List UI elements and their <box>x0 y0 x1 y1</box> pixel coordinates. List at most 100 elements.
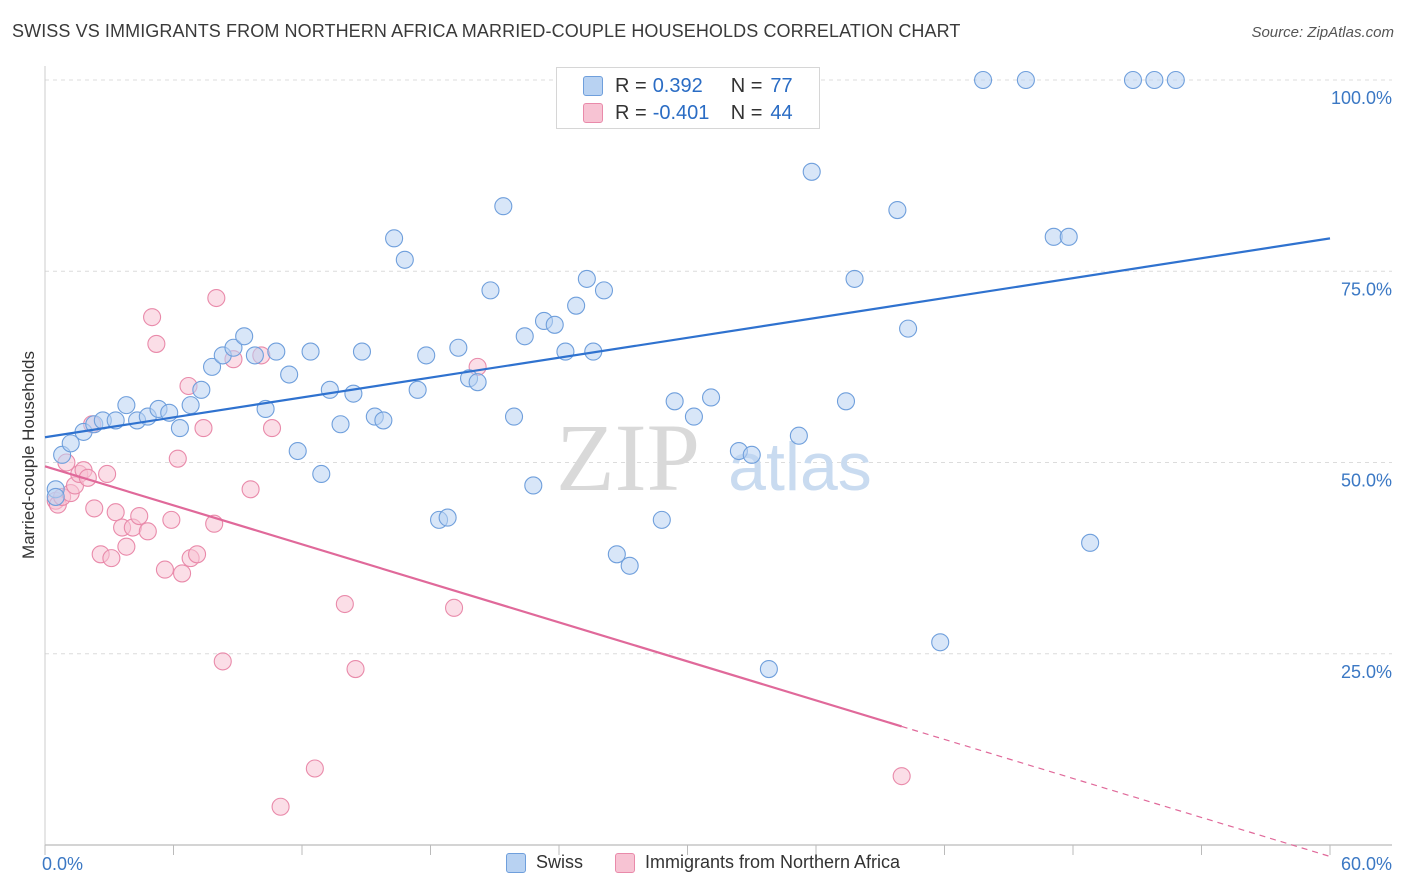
swiss-point <box>267 342 286 361</box>
swiss-swatch <box>505 852 526 873</box>
swiss-point <box>312 464 331 484</box>
tick-labels: 25.0% 50.0% 75.0% 100.0% 0.0% 60.0% <box>42 88 1392 874</box>
axes <box>44 66 1392 855</box>
swiss-point <box>845 269 864 288</box>
y-tick-label: 75.0% <box>1341 279 1392 299</box>
swiss-point <box>203 357 222 376</box>
africa-point <box>155 560 174 579</box>
legend-item-label: Immigrants from Northern Africa <box>644 852 901 872</box>
y-tick-label: 50.0% <box>1341 471 1392 491</box>
legend-n-value: 44 <box>770 101 793 124</box>
swiss-point <box>468 373 487 392</box>
africa-point <box>271 797 290 816</box>
watermark: ZIP atlas <box>556 404 872 511</box>
africa-point <box>335 594 354 614</box>
x-tick-label: 0.0% <box>42 854 83 874</box>
gridlines <box>45 79 1392 655</box>
swiss-point <box>320 380 339 399</box>
africa-swatch <box>583 103 603 123</box>
correlation-legend: R = 0.392 N = 77 R = -0.401 N = 44 <box>556 67 820 129</box>
swiss-point <box>192 380 211 399</box>
africa-point <box>102 549 121 568</box>
swiss-point <box>352 342 372 361</box>
legend-n-label: N = <box>730 74 763 97</box>
legend-r-value: -0.401 <box>652 101 710 124</box>
swiss-point <box>1081 533 1100 552</box>
series-legend: Swiss Immigrants from Northern Africa <box>0 852 1406 873</box>
africa-point <box>143 308 162 327</box>
legend-item-africa[interactable]: Immigrants from Northern Africa <box>614 852 901 873</box>
legend-row-swiss: R = 0.392 N = 77 <box>583 74 793 98</box>
swiss-point <box>888 201 907 220</box>
swiss-point <box>181 396 200 415</box>
swiss-point <box>224 338 243 357</box>
swiss-point <box>899 319 918 338</box>
swiss-point <box>607 545 626 564</box>
swiss-point <box>577 269 596 288</box>
africa-point <box>194 419 213 438</box>
africa-point <box>305 759 324 778</box>
swiss-point <box>301 342 320 361</box>
swiss-point <box>665 392 684 411</box>
africa-point <box>168 449 187 468</box>
swiss-point <box>385 229 404 248</box>
africa-point <box>213 652 232 671</box>
swiss-point <box>524 476 543 495</box>
swiss-point <box>46 487 65 506</box>
y-tick-label: 25.0% <box>1341 662 1392 682</box>
swiss-point <box>235 327 254 346</box>
legend-n-label: N = <box>730 101 763 124</box>
africa-point <box>162 510 181 529</box>
swiss-point <box>652 510 671 529</box>
swiss-point <box>117 396 136 415</box>
africa-point <box>262 419 282 438</box>
africa-point <box>130 506 149 526</box>
watermark-zip: ZIP <box>556 404 700 511</box>
africa-trend-extension <box>901 725 1331 858</box>
africa-point <box>346 659 365 679</box>
swiss-swatch <box>583 76 603 96</box>
swiss-point <box>280 365 299 384</box>
africa-point <box>106 503 125 522</box>
africa-trend-line <box>44 465 902 728</box>
swiss-point <box>759 659 778 679</box>
legend-row-africa: R = -0.401 N = 44 <box>583 101 793 125</box>
swiss-point <box>1059 227 1078 246</box>
swiss-point <box>802 162 821 181</box>
africa-point <box>207 288 226 308</box>
legend-r-label: R = <box>615 74 647 97</box>
swiss-point <box>836 392 856 411</box>
swiss-point <box>449 338 468 357</box>
swiss-point <box>620 556 639 575</box>
swiss-point <box>288 441 307 461</box>
swiss-point <box>331 415 350 434</box>
swiss-point <box>702 388 721 407</box>
africa-swatch <box>614 852 635 873</box>
africa-point <box>445 598 464 617</box>
swiss-point <box>594 281 614 300</box>
swiss-point <box>1145 70 1164 90</box>
swiss-trend-line <box>44 237 1331 439</box>
swiss-point <box>931 633 950 652</box>
y-tick-label: 100.0% <box>1331 88 1392 108</box>
legend-r-label: R = <box>615 101 647 124</box>
swiss-point <box>1166 70 1185 90</box>
swiss-point <box>481 281 500 300</box>
swiss-point <box>545 315 564 334</box>
swiss-point <box>417 346 436 365</box>
africa-point <box>147 334 166 353</box>
legend-item-swiss[interactable]: Swiss <box>505 852 583 873</box>
series-swiss-points <box>46 70 1185 679</box>
swiss-point <box>170 419 189 438</box>
africa-point <box>85 499 104 518</box>
swiss-point <box>1123 70 1143 90</box>
africa-point <box>98 464 117 484</box>
swiss-point <box>408 380 427 399</box>
swiss-point <box>504 407 524 426</box>
swiss-point <box>1016 70 1035 90</box>
swiss-point <box>742 445 761 464</box>
swiss-point <box>973 70 993 90</box>
legend-r-value: 0.392 <box>652 74 703 97</box>
swiss-point <box>515 327 534 346</box>
